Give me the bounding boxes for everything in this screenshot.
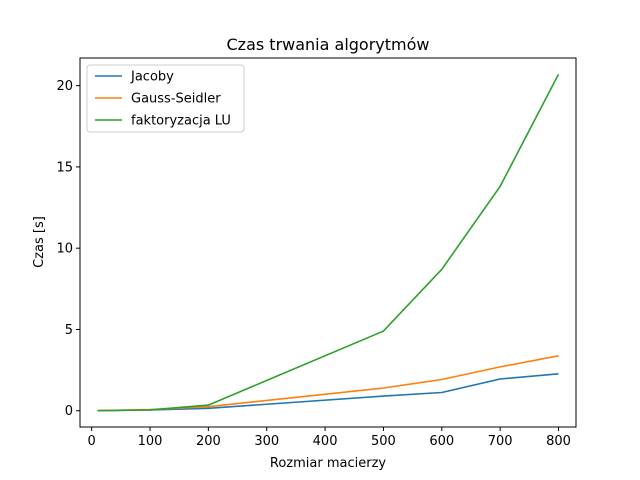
y-tick-label: 15: [56, 160, 73, 175]
x-tick-label: 500: [371, 434, 396, 449]
series-line-faktoryzacja-lu: [97, 73, 560, 412]
x-tick-label: 700: [488, 434, 513, 449]
legend: Jacoby Gauss-Seidler faktoryzacja LU: [86, 64, 245, 133]
series-lines: [97, 73, 560, 412]
legend-label: Jacoby: [130, 70, 174, 85]
series-line-jacoby: [97, 373, 559, 412]
y-axis-label: Czas [s]: [32, 216, 47, 268]
y-tick-label: 10: [56, 242, 73, 257]
y-tick-label: 5: [65, 323, 73, 338]
x-tick-label: 400: [313, 434, 338, 449]
y-tick-label: 0: [65, 404, 73, 419]
x-tick-label: 100: [138, 434, 163, 449]
x-tick-label: 200: [196, 434, 221, 449]
chart-title: Czas trwania algorytmów: [227, 35, 430, 54]
plot-area: [79, 57, 577, 428]
legend-label: faktoryzacja LU: [131, 114, 231, 129]
x-tick-label: 300: [254, 434, 279, 449]
x-ticks: 0 100 200 300 400 500 600 700 800: [88, 427, 571, 449]
x-axis-label: Rozmiar macierzy: [270, 456, 387, 471]
x-tick-label: 0: [88, 434, 96, 449]
x-tick-label: 600: [429, 434, 454, 449]
y-tick-label: 20: [56, 79, 73, 94]
legend-box: [86, 64, 245, 133]
y-ticks: 0 5 10 15 20: [56, 79, 80, 419]
legend-label: Gauss-Seidler: [131, 92, 221, 107]
x-tick-label: 800: [546, 434, 571, 449]
series-line-gauss-seidler: [97, 355, 559, 412]
